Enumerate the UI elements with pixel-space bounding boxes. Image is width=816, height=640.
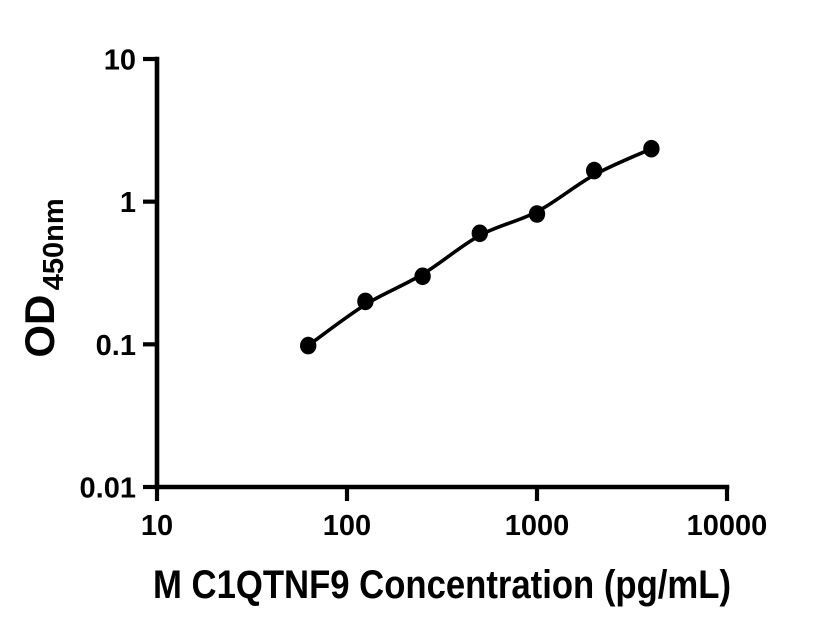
- data-point: [586, 161, 603, 180]
- series-layer: [300, 139, 660, 355]
- x-tick-label: 10000: [687, 510, 768, 542]
- y-tick-label: 0.1: [96, 330, 136, 362]
- y-tick-label: 10: [104, 44, 136, 76]
- y-axis-title-main: OD: [16, 295, 63, 358]
- tick-label-layer: 0.01 0.1 1 10 10 100 1000 10000: [80, 44, 768, 542]
- y-tick-label: 0.01: [80, 472, 136, 504]
- y-tick-label: 1: [120, 187, 136, 219]
- x-tick-label: 10: [141, 510, 173, 542]
- x-axis-title: M C1QTNF9 Concentration (pg/mL): [153, 563, 731, 607]
- axes-layer: [143, 56, 730, 501]
- x-tick-label: 100: [323, 510, 371, 542]
- data-point: [300, 336, 317, 355]
- y-axis-title-subscript: 450nm: [38, 198, 70, 290]
- x-tick-label: 1000: [505, 510, 570, 542]
- data-point: [471, 224, 488, 243]
- data-point: [643, 139, 660, 158]
- data-point: [528, 205, 546, 223]
- y-axis-title: OD 450nm: [16, 198, 70, 357]
- fit-curve-line: [307, 147, 653, 348]
- data-point: [414, 267, 431, 286]
- data-point: [357, 292, 374, 311]
